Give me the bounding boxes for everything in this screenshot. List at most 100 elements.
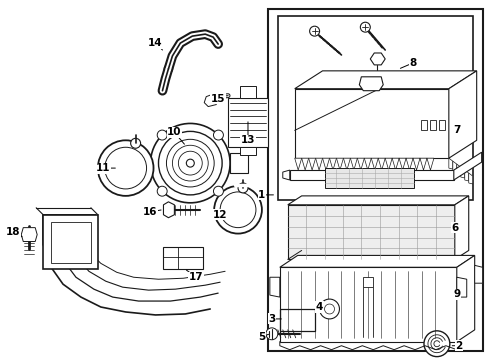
- Text: 15: 15: [211, 94, 225, 104]
- Text: 10: 10: [167, 127, 182, 138]
- Text: 17: 17: [189, 272, 203, 282]
- Polygon shape: [359, 77, 383, 91]
- Polygon shape: [283, 170, 290, 180]
- Polygon shape: [280, 267, 457, 342]
- Polygon shape: [455, 196, 469, 260]
- Polygon shape: [457, 255, 475, 342]
- Circle shape: [131, 138, 141, 148]
- Bar: [164, 247, 203, 269]
- Text: 7: 7: [453, 125, 461, 135]
- Text: 9: 9: [453, 289, 461, 299]
- Circle shape: [150, 123, 230, 203]
- Text: 11: 11: [96, 163, 110, 173]
- Polygon shape: [457, 277, 467, 297]
- Polygon shape: [465, 170, 469, 181]
- Polygon shape: [406, 158, 413, 170]
- Polygon shape: [337, 158, 343, 170]
- Bar: [240, 147, 256, 155]
- Polygon shape: [288, 205, 455, 260]
- Polygon shape: [457, 164, 461, 175]
- Polygon shape: [378, 158, 385, 170]
- Circle shape: [157, 130, 167, 140]
- Polygon shape: [392, 158, 399, 170]
- Polygon shape: [365, 158, 371, 170]
- Text: 3: 3: [268, 314, 275, 324]
- Text: 14: 14: [148, 38, 163, 48]
- Circle shape: [214, 186, 262, 234]
- Circle shape: [266, 328, 278, 340]
- Polygon shape: [316, 158, 322, 170]
- Circle shape: [186, 159, 195, 167]
- Polygon shape: [290, 170, 454, 180]
- Polygon shape: [357, 158, 365, 170]
- Bar: [43, 215, 98, 269]
- Polygon shape: [280, 255, 475, 267]
- Bar: [51, 222, 91, 264]
- Text: 2: 2: [455, 341, 463, 351]
- Circle shape: [105, 147, 147, 189]
- Text: 8: 8: [410, 58, 416, 68]
- Polygon shape: [363, 277, 373, 287]
- Circle shape: [373, 73, 381, 81]
- Text: 6: 6: [451, 222, 459, 233]
- Bar: [439, 120, 445, 130]
- Polygon shape: [21, 228, 37, 242]
- Polygon shape: [449, 71, 477, 158]
- Bar: [280, 309, 315, 331]
- Polygon shape: [322, 158, 329, 170]
- Circle shape: [214, 186, 223, 196]
- Circle shape: [238, 183, 248, 193]
- Polygon shape: [454, 152, 482, 180]
- Circle shape: [157, 186, 167, 196]
- Text: 12: 12: [213, 210, 227, 220]
- Circle shape: [360, 22, 370, 32]
- Polygon shape: [399, 158, 406, 170]
- Text: 1: 1: [258, 190, 266, 200]
- Polygon shape: [294, 158, 302, 170]
- Circle shape: [319, 299, 340, 319]
- Text: 4: 4: [316, 302, 323, 312]
- Polygon shape: [230, 153, 248, 173]
- Polygon shape: [294, 89, 449, 158]
- Polygon shape: [150, 155, 153, 176]
- Circle shape: [220, 192, 256, 228]
- Polygon shape: [51, 218, 89, 249]
- Polygon shape: [385, 158, 392, 170]
- Polygon shape: [302, 158, 309, 170]
- Polygon shape: [413, 158, 420, 170]
- Circle shape: [424, 331, 450, 357]
- Polygon shape: [164, 202, 174, 218]
- Polygon shape: [288, 196, 469, 205]
- Bar: [421, 120, 427, 130]
- Polygon shape: [43, 215, 96, 257]
- Text: 13: 13: [241, 135, 255, 145]
- Circle shape: [98, 140, 153, 196]
- Polygon shape: [420, 158, 427, 170]
- Bar: [430, 120, 436, 130]
- Text: 18: 18: [6, 226, 21, 237]
- Polygon shape: [453, 161, 457, 172]
- Polygon shape: [309, 158, 316, 170]
- Polygon shape: [449, 158, 453, 169]
- Polygon shape: [469, 173, 473, 184]
- Circle shape: [310, 26, 319, 36]
- Polygon shape: [329, 158, 337, 170]
- Text: 16: 16: [143, 207, 158, 217]
- Polygon shape: [294, 71, 477, 89]
- Polygon shape: [371, 158, 378, 170]
- Polygon shape: [370, 53, 385, 65]
- Polygon shape: [461, 167, 465, 178]
- Polygon shape: [427, 158, 434, 170]
- Circle shape: [214, 130, 223, 140]
- Polygon shape: [350, 158, 357, 170]
- Polygon shape: [204, 94, 218, 107]
- Polygon shape: [228, 98, 268, 147]
- Bar: [278, 16, 473, 200]
- Text: 5: 5: [258, 332, 266, 342]
- Polygon shape: [270, 277, 280, 297]
- Polygon shape: [475, 265, 483, 283]
- Bar: [240, 86, 256, 98]
- Polygon shape: [343, 158, 350, 170]
- Circle shape: [324, 304, 335, 314]
- Bar: [268, 9, 483, 351]
